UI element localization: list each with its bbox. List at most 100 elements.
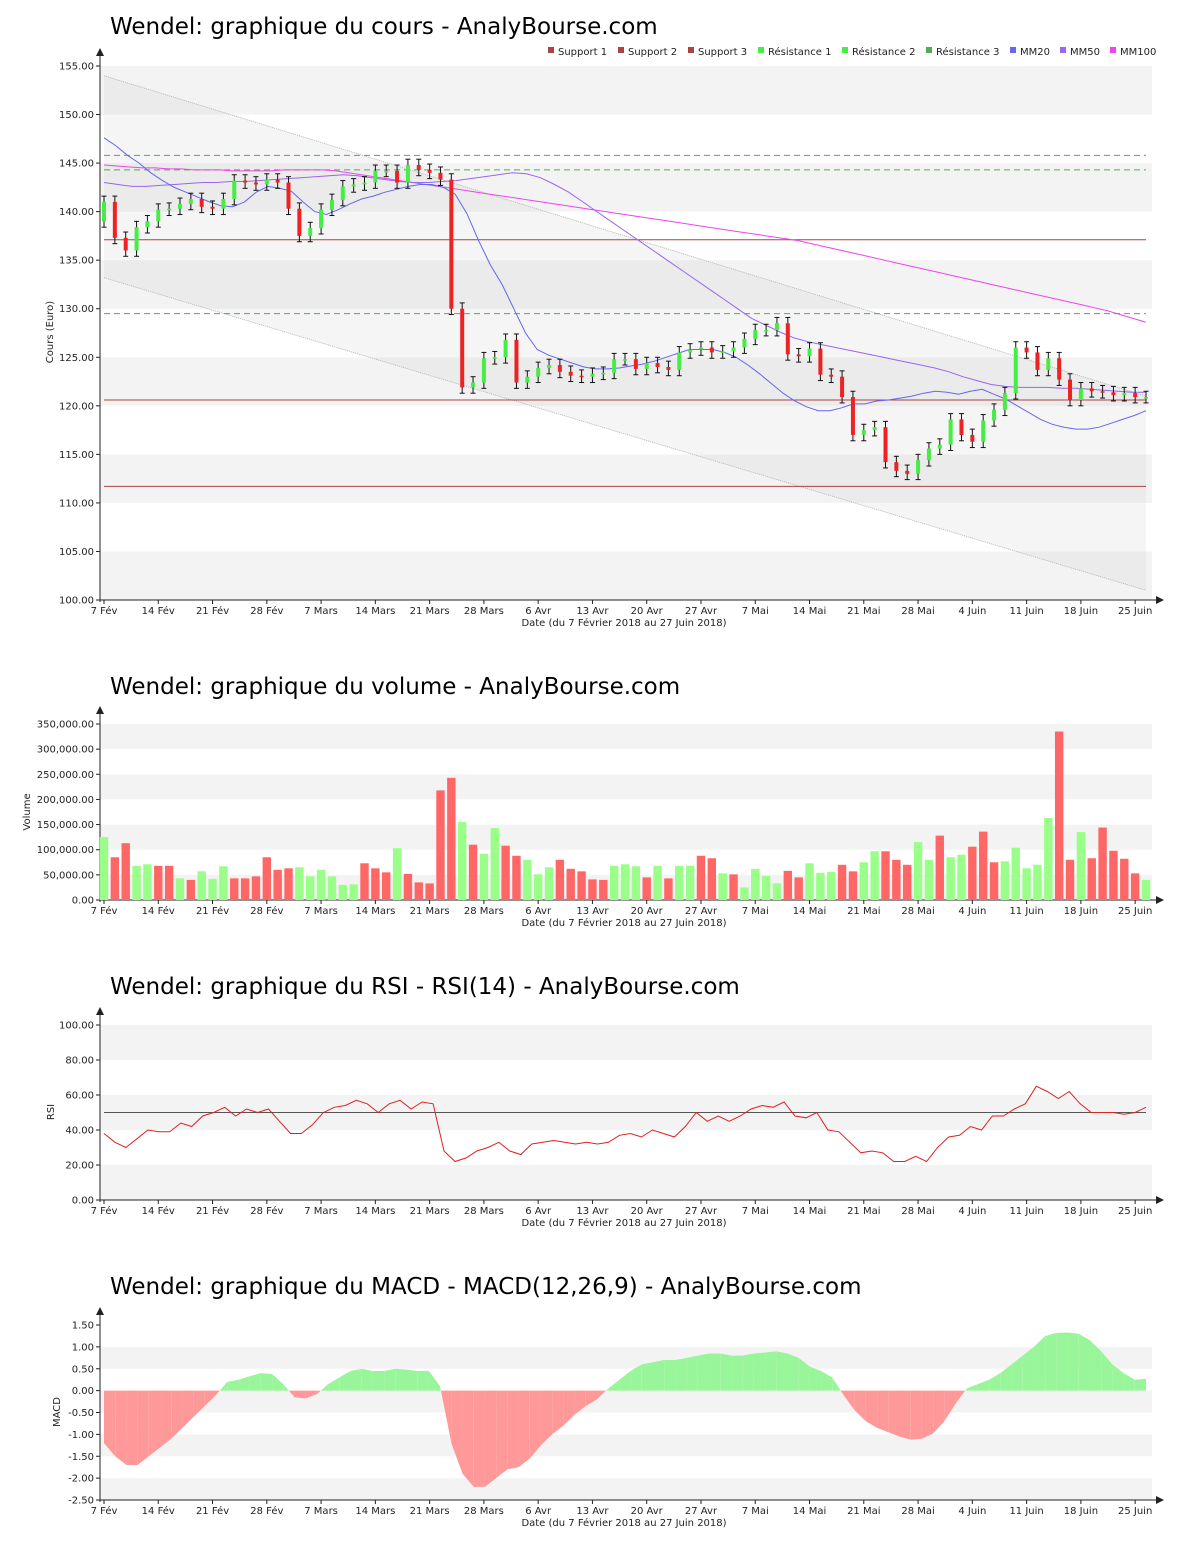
- candle: [698, 341, 704, 356]
- plot-band: [100, 1434, 1152, 1457]
- legend-label: MM50: [1070, 47, 1100, 58]
- macd-segment: [384, 1368, 396, 1391]
- x-tick-label: 28 Mai: [901, 606, 934, 617]
- candle-body: [297, 208, 302, 236]
- candle-body: [926, 448, 931, 461]
- macd-segment: [910, 1390, 922, 1440]
- macd-segment: [933, 1390, 945, 1434]
- candle-body: [807, 348, 812, 357]
- macd-segment: [148, 1390, 161, 1457]
- volume-bar: [230, 878, 239, 900]
- candle: [1013, 341, 1019, 400]
- macd-segment: [686, 1355, 698, 1391]
- candle-body: [677, 352, 682, 370]
- volume-bar: [685, 865, 695, 900]
- x-tick-label: 27 Avr: [685, 1506, 718, 1517]
- legend-label: MM100: [1120, 47, 1156, 58]
- volume-bar: [599, 879, 608, 900]
- macd-segment: [720, 1353, 732, 1391]
- volume-bar: [273, 869, 282, 900]
- candle: [177, 197, 183, 216]
- candle-body: [883, 427, 888, 463]
- macd-segment: [1000, 1364, 1012, 1391]
- x-axis-arrow: [1156, 596, 1164, 604]
- volume-bar: [892, 859, 901, 900]
- x-tick-label: 7 Mars: [304, 1206, 338, 1217]
- volume-bar: [219, 866, 228, 900]
- volume-bar: [262, 857, 272, 900]
- macd-segment: [854, 1390, 866, 1422]
- candle: [481, 351, 487, 389]
- candle-body: [438, 172, 443, 180]
- x-tick-label: 14 Mai: [793, 606, 826, 617]
- volume-bar: [295, 867, 304, 900]
- candle: [394, 164, 400, 189]
- macd-segment: [944, 1390, 956, 1422]
- macd-chart-title: Wendel: graphique du MACD - MACD(12,26,9…: [110, 1274, 862, 1300]
- y-tick-label: 100,000.00: [37, 845, 94, 856]
- candle-body: [753, 330, 758, 339]
- macd-segment: [865, 1390, 878, 1428]
- macd-segment: [989, 1373, 1001, 1391]
- candle-body: [633, 359, 638, 369]
- macd-segment: [216, 1390, 220, 1395]
- x-tick-label: 11 Juin: [1009, 906, 1043, 917]
- volume-bar: [99, 837, 109, 900]
- x-tick-label: 13 Avr: [576, 606, 609, 617]
- candle: [329, 193, 335, 217]
- macd-segment: [350, 1368, 362, 1391]
- volume-bar: [349, 884, 358, 900]
- volume-bar: [327, 876, 337, 900]
- volume-bar: [110, 857, 120, 900]
- macd-plot-background: [96, 1307, 1164, 1504]
- x-tick-label: 25 Juin: [1118, 1506, 1152, 1517]
- candle-body: [1068, 379, 1073, 400]
- candle: [839, 370, 845, 404]
- candle-body: [471, 382, 476, 388]
- macd-segment: [809, 1366, 822, 1391]
- candle-body: [850, 397, 855, 435]
- macd-segment: [160, 1390, 172, 1448]
- candle-body: [720, 351, 725, 353]
- y-tick-label: 350,000.00: [37, 720, 94, 731]
- legend-label: MM20: [1020, 47, 1050, 58]
- volume-bar: [848, 871, 858, 900]
- volume-bar: [577, 871, 586, 900]
- macd-segment: [428, 1370, 441, 1391]
- volume-chart: Wendel: graphique du volume - AnalyBours…: [22, 674, 1164, 929]
- volume-bar: [1120, 858, 1129, 900]
- volume-bar: [1033, 864, 1042, 900]
- candle-body: [590, 373, 595, 377]
- candle: [503, 333, 509, 364]
- volume-bar: [653, 865, 662, 900]
- candle-body: [1133, 393, 1138, 398]
- candle: [1067, 373, 1073, 407]
- x-tick-label: 7 Mars: [304, 906, 338, 917]
- legend-label: Résistance 2: [852, 46, 915, 58]
- x-tick-label: 18 Juin: [1064, 1206, 1098, 1217]
- x-tick-label: 21 Fév: [196, 905, 229, 917]
- volume-bar: [881, 851, 890, 900]
- x-tick-label: 27 Avr: [685, 606, 718, 617]
- macd-segment: [574, 1390, 586, 1415]
- candle: [286, 176, 292, 216]
- candle-body: [362, 182, 367, 185]
- volume-bar: [620, 864, 630, 900]
- candle: [1121, 386, 1127, 402]
- y-tick-label: 200,000.00: [37, 795, 94, 806]
- candle-body: [351, 184, 356, 187]
- candle: [991, 403, 997, 427]
- volume-bar: [457, 822, 467, 900]
- x-tick-label: 7 Fév: [91, 1205, 118, 1217]
- candle: [589, 367, 595, 384]
- candle-body: [102, 201, 106, 222]
- rsi-lines: [103, 1085, 1147, 1163]
- x-tick-label: 6 Avr: [525, 1506, 552, 1517]
- volume-bar: [360, 863, 369, 900]
- volume-bar: [903, 864, 912, 900]
- plot-band: [100, 1478, 1152, 1500]
- macd-segment: [1067, 1332, 1079, 1391]
- candle: [861, 423, 867, 442]
- volume-bar: [1076, 832, 1086, 900]
- macd-segment: [171, 1390, 183, 1439]
